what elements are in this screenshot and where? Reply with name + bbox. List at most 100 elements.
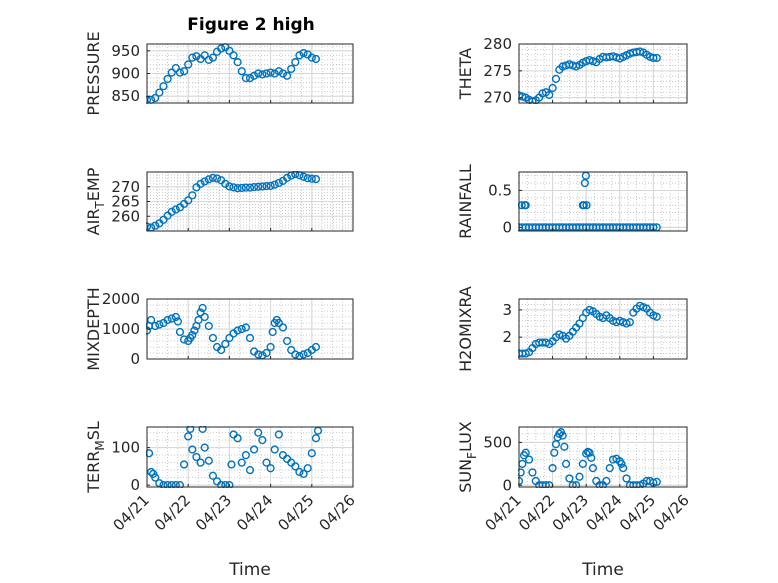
data-point bbox=[184, 196, 193, 205]
data-point bbox=[303, 174, 312, 183]
data-point bbox=[245, 183, 255, 192]
data-point bbox=[192, 452, 201, 462]
y-axis-label: THETA bbox=[456, 48, 475, 100]
data-point bbox=[270, 69, 279, 78]
data-point bbox=[585, 448, 594, 457]
data-point bbox=[179, 460, 189, 469]
series-markers bbox=[146, 426, 323, 488]
y-tick-label: 280 bbox=[483, 35, 512, 53]
data-point bbox=[254, 182, 263, 191]
y-tick-label: 270 bbox=[111, 178, 140, 196]
data-point bbox=[295, 467, 304, 477]
data-point bbox=[179, 67, 189, 76]
data-point bbox=[274, 178, 283, 188]
data-point bbox=[221, 481, 230, 488]
series-markers bbox=[146, 43, 321, 104]
y-axis-label: PRESSURE bbox=[84, 31, 103, 115]
data-point bbox=[568, 481, 577, 488]
y-tick-label: 270 bbox=[483, 89, 512, 107]
data-point bbox=[188, 53, 197, 62]
data-point bbox=[204, 175, 213, 184]
data-point bbox=[171, 63, 180, 73]
data-point bbox=[258, 70, 267, 79]
data-point bbox=[237, 324, 246, 334]
series-markers bbox=[146, 303, 321, 360]
y-tick-label: 900 bbox=[111, 65, 140, 83]
data-point bbox=[200, 177, 209, 186]
data-point bbox=[580, 178, 589, 188]
data-point bbox=[221, 339, 230, 349]
y-tick-label: 2 bbox=[502, 328, 512, 346]
axes-frame bbox=[518, 298, 688, 360]
y-axis-label: SUNFLUX bbox=[456, 421, 479, 493]
data-point bbox=[274, 318, 283, 328]
data-point bbox=[147, 467, 156, 477]
data-point bbox=[274, 430, 283, 439]
data-point bbox=[204, 55, 213, 64]
data-point bbox=[167, 68, 176, 77]
data-point bbox=[151, 473, 160, 482]
x-tick-label: 04/23 bbox=[192, 491, 235, 534]
x-tick-label: 04/22 bbox=[515, 491, 558, 534]
y-tick-label: 0 bbox=[130, 350, 140, 368]
plot-area bbox=[519, 172, 687, 231]
series-markers bbox=[518, 428, 661, 488]
axes-frame bbox=[146, 426, 354, 488]
data-point bbox=[282, 173, 292, 183]
data-point bbox=[278, 323, 288, 332]
data-point bbox=[175, 68, 185, 77]
data-point bbox=[229, 183, 238, 192]
data-point bbox=[237, 458, 246, 467]
data-point bbox=[595, 481, 604, 488]
data-point bbox=[270, 445, 279, 454]
data-point bbox=[572, 481, 581, 488]
data-point bbox=[208, 53, 218, 62]
data-point bbox=[582, 449, 591, 458]
series-markers bbox=[518, 47, 661, 104]
data-point bbox=[184, 432, 193, 441]
subplot-theta: 270 275 280 THETA bbox=[456, 35, 688, 107]
x-tick-label: 04/22 bbox=[151, 491, 194, 534]
data-point bbox=[274, 67, 283, 76]
data-point bbox=[159, 82, 168, 91]
data-point bbox=[212, 174, 222, 183]
subplot-pressure: 850 900 950 PRESSURE bbox=[84, 31, 354, 116]
data-point bbox=[208, 333, 218, 343]
data-point bbox=[578, 459, 587, 468]
data-point bbox=[545, 90, 554, 100]
data-point bbox=[241, 323, 250, 332]
data-point bbox=[250, 182, 259, 192]
data-point bbox=[204, 321, 213, 331]
axes-frame bbox=[518, 43, 688, 104]
data-point bbox=[299, 469, 308, 478]
y-tick-label: 500 bbox=[483, 433, 512, 451]
data-point bbox=[561, 459, 571, 468]
data-point bbox=[518, 468, 525, 477]
data-point bbox=[217, 481, 226, 488]
data-point bbox=[266, 181, 275, 190]
subplot-rainfall: 0 0.5 RAINFALL bbox=[456, 164, 688, 239]
x-tick-label: 04/24 bbox=[582, 491, 625, 534]
x-tick-label: 04/24 bbox=[233, 491, 276, 534]
y-tick-label: 0 bbox=[130, 476, 140, 494]
data-point bbox=[270, 180, 279, 189]
data-point bbox=[560, 442, 569, 451]
data-point bbox=[188, 191, 197, 200]
y-axis-label: RAINFALL bbox=[456, 164, 475, 239]
data-point bbox=[291, 171, 300, 179]
y-tick-label: 260 bbox=[111, 207, 140, 225]
data-point bbox=[241, 183, 250, 192]
x-tick-label: 04/25 bbox=[616, 491, 659, 534]
data-point bbox=[245, 466, 255, 475]
data-point bbox=[582, 201, 591, 210]
data-point bbox=[278, 69, 288, 78]
data-point bbox=[282, 71, 292, 80]
data-point bbox=[605, 464, 614, 473]
data-point bbox=[548, 464, 557, 473]
data-point bbox=[579, 201, 588, 210]
x-tick-label: 04/21 bbox=[482, 491, 525, 534]
data-point bbox=[299, 48, 308, 58]
